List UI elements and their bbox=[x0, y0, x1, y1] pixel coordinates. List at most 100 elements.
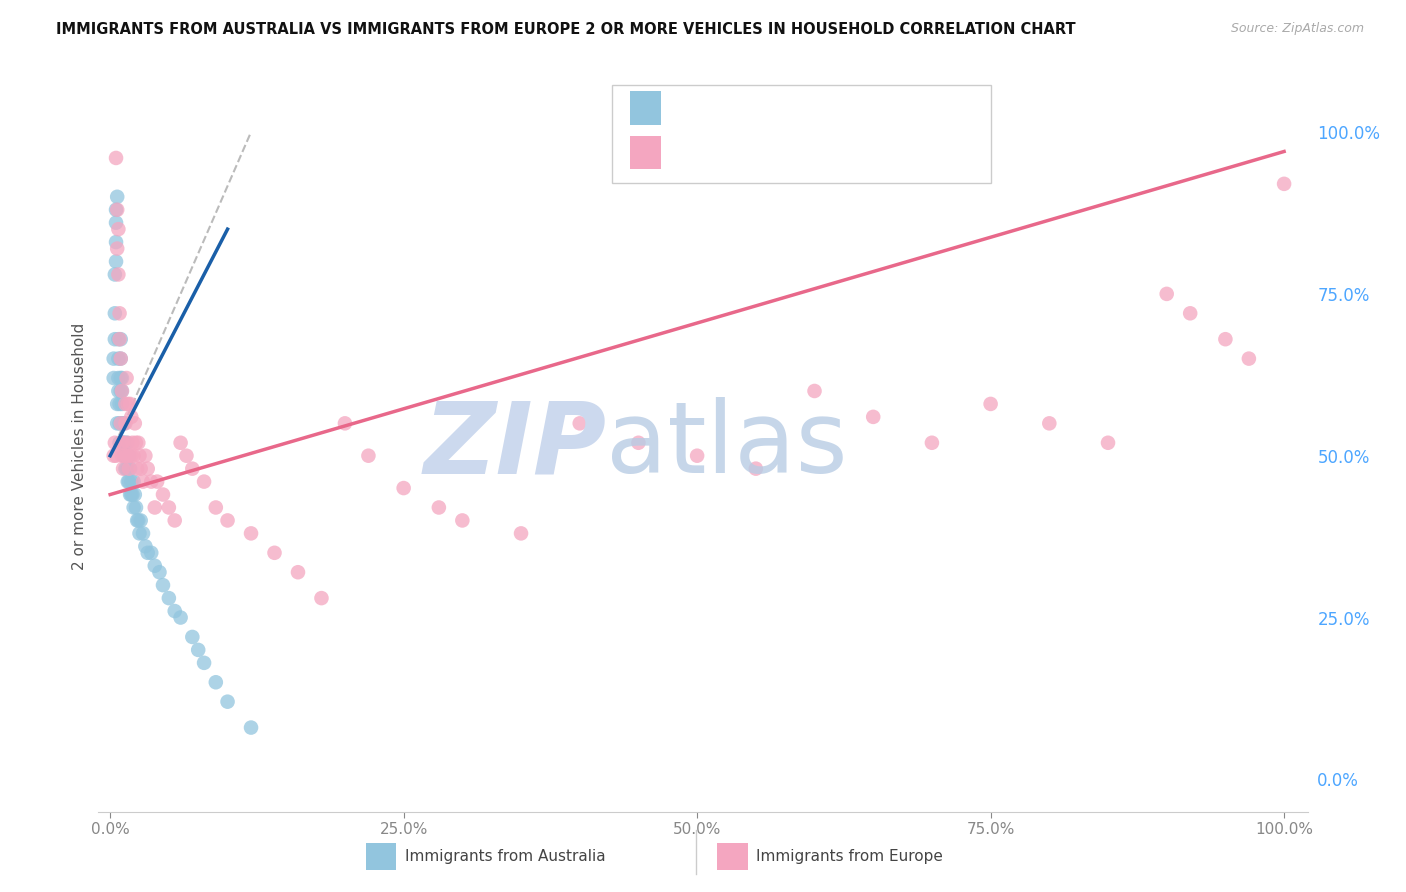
Point bbox=[134, 539, 156, 553]
Point bbox=[103, 449, 125, 463]
Point bbox=[118, 461, 141, 475]
Point bbox=[136, 546, 159, 560]
Point bbox=[141, 475, 163, 489]
Point bbox=[187, 643, 209, 657]
Text: Source: ZipAtlas.com: Source: ZipAtlas.com bbox=[1230, 22, 1364, 36]
Point bbox=[105, 417, 128, 431]
Point bbox=[311, 591, 333, 606]
Point bbox=[1156, 286, 1178, 301]
Point bbox=[204, 500, 226, 515]
Point bbox=[217, 513, 239, 527]
Point bbox=[157, 591, 180, 606]
Point bbox=[568, 417, 591, 431]
Point bbox=[240, 721, 263, 735]
Point bbox=[132, 475, 155, 489]
Point bbox=[107, 268, 129, 282]
Point bbox=[357, 449, 380, 463]
Point bbox=[105, 242, 128, 256]
Point bbox=[217, 695, 239, 709]
Point bbox=[107, 222, 129, 236]
Point bbox=[125, 500, 148, 515]
Point bbox=[104, 268, 127, 282]
Point bbox=[427, 500, 450, 515]
Point bbox=[115, 435, 138, 450]
Point bbox=[980, 397, 1002, 411]
Text: N =: N = bbox=[837, 96, 876, 114]
Point bbox=[117, 397, 139, 411]
Point bbox=[124, 417, 146, 431]
Point bbox=[108, 435, 131, 450]
Point bbox=[114, 461, 136, 475]
Point bbox=[114, 449, 136, 463]
Point bbox=[104, 435, 127, 450]
Point bbox=[105, 216, 128, 230]
Text: N =: N = bbox=[837, 141, 876, 159]
Point bbox=[181, 461, 204, 475]
Point bbox=[124, 487, 146, 501]
Point bbox=[193, 656, 215, 670]
Y-axis label: 2 or more Vehicles in Household: 2 or more Vehicles in Household bbox=[72, 322, 87, 570]
Point bbox=[240, 526, 263, 541]
Point bbox=[169, 435, 191, 450]
Point bbox=[110, 371, 132, 385]
Point bbox=[110, 384, 132, 398]
Text: R =: R = bbox=[672, 96, 711, 114]
Point bbox=[111, 397, 134, 411]
Point bbox=[107, 384, 129, 398]
Point bbox=[127, 461, 149, 475]
Point bbox=[111, 371, 134, 385]
Point bbox=[181, 630, 204, 644]
Point bbox=[163, 604, 186, 618]
Point bbox=[120, 461, 142, 475]
Point bbox=[745, 461, 768, 475]
Point bbox=[104, 332, 127, 346]
Point bbox=[107, 332, 129, 346]
Point bbox=[143, 558, 166, 573]
Point bbox=[921, 435, 943, 450]
Point bbox=[120, 487, 142, 501]
Point bbox=[111, 384, 134, 398]
Point bbox=[134, 449, 156, 463]
Point bbox=[121, 487, 143, 501]
Point bbox=[333, 417, 356, 431]
Text: 69: 69 bbox=[876, 96, 901, 114]
Point bbox=[510, 526, 533, 541]
Point bbox=[129, 513, 152, 527]
Point bbox=[105, 202, 128, 217]
Point bbox=[114, 397, 136, 411]
Point bbox=[627, 435, 650, 450]
Point bbox=[127, 513, 149, 527]
Point bbox=[112, 461, 135, 475]
Point bbox=[112, 435, 135, 450]
Text: R =: R = bbox=[672, 141, 711, 159]
Point bbox=[120, 487, 142, 501]
Point bbox=[157, 500, 180, 515]
Point bbox=[287, 566, 309, 580]
Point bbox=[107, 351, 129, 366]
Point bbox=[1272, 177, 1295, 191]
Point bbox=[121, 435, 143, 450]
Point bbox=[1215, 332, 1237, 346]
Text: 0.332: 0.332 bbox=[711, 96, 768, 114]
Point bbox=[122, 500, 145, 515]
Point bbox=[112, 435, 135, 450]
Point bbox=[392, 481, 415, 495]
Point bbox=[125, 435, 148, 450]
Point bbox=[143, 500, 166, 515]
Point bbox=[105, 151, 128, 165]
Point bbox=[1038, 417, 1060, 431]
Point bbox=[1237, 351, 1260, 366]
Point bbox=[862, 409, 884, 424]
Point bbox=[111, 384, 134, 398]
Point bbox=[105, 254, 128, 268]
Point bbox=[120, 397, 142, 411]
Point bbox=[115, 371, 138, 385]
Point bbox=[128, 526, 150, 541]
Point bbox=[141, 546, 163, 560]
Point bbox=[176, 449, 198, 463]
Point bbox=[117, 435, 139, 450]
Point bbox=[127, 435, 149, 450]
Point bbox=[120, 409, 142, 424]
Point bbox=[112, 417, 135, 431]
Point bbox=[451, 513, 474, 527]
